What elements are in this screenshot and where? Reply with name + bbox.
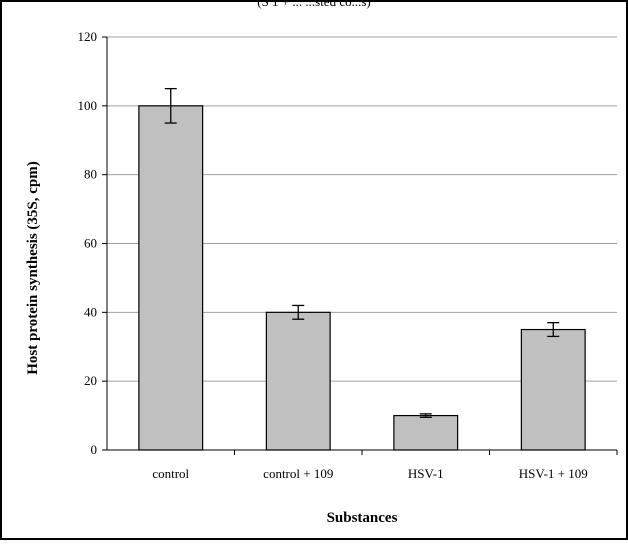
y-tick-label: 60 <box>84 236 97 251</box>
y-tick-label: 0 <box>91 442 98 457</box>
bar-control <box>138 105 204 451</box>
bar-control-109 <box>265 311 331 451</box>
y-tick-label: 20 <box>84 373 97 388</box>
y-tick-labels: 0 20 40 60 80 100 120 <box>78 29 98 457</box>
y-tick-label: 100 <box>78 98 98 113</box>
bar-hsv-1-109 <box>520 328 586 451</box>
x-tick-label: HSV-1 <box>408 466 444 481</box>
x-tick-label: control + 109 <box>263 466 333 481</box>
y-tick-label: 80 <box>84 167 97 182</box>
x-tick-labels: control control + 109 HSV-1 HSV-1 + 109 <box>152 466 587 481</box>
error-bars <box>164 87 560 418</box>
y-tick-label: 40 <box>84 304 97 319</box>
y-axis-title: Host protein synthesis (35S, cpm) <box>25 161 41 375</box>
y-tick-label: 120 <box>78 29 98 44</box>
axes <box>102 36 618 455</box>
x-tick-label: control <box>152 466 189 481</box>
chart-title: (S 1 + ... ...sted co...s) <box>257 0 371 9</box>
x-axis-title: Substances <box>327 510 398 526</box>
x-tick-label: HSV-1 + 109 <box>519 466 588 481</box>
bar-hsv-1 <box>393 414 459 451</box>
